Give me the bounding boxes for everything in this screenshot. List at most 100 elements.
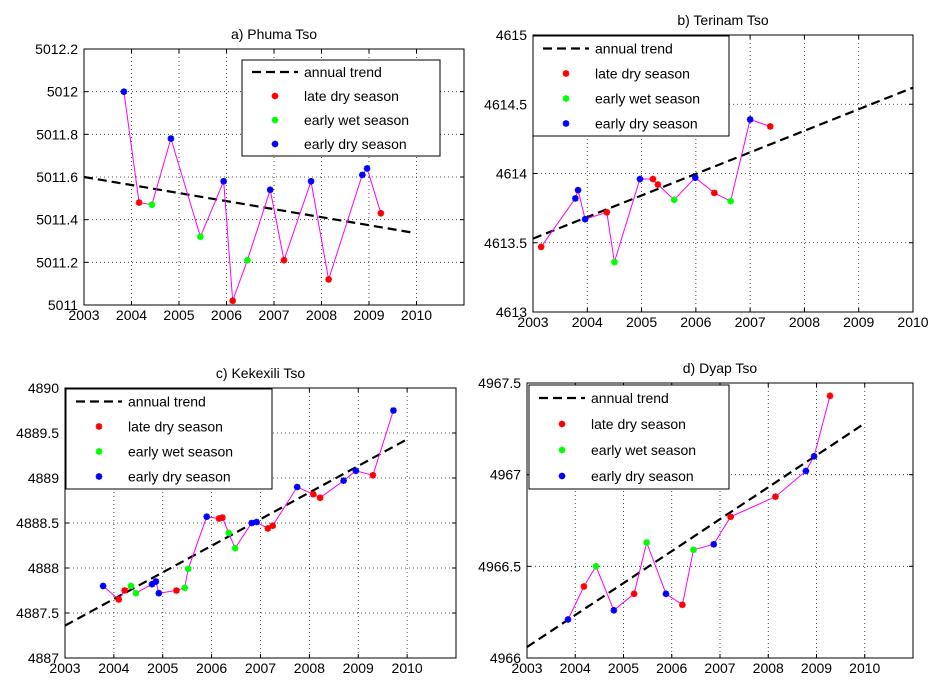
x-tick-label: 2003	[68, 307, 99, 323]
data-point	[266, 186, 274, 194]
data-point	[649, 175, 657, 183]
data-point	[203, 513, 211, 520]
x-tick-label: 2006	[211, 307, 242, 323]
legend-marker	[95, 423, 103, 430]
series-late-dry-season	[135, 199, 385, 305]
data-point	[826, 392, 834, 400]
x-tick-label: 2007	[258, 307, 289, 323]
data-point	[219, 514, 226, 521]
data-point	[630, 590, 638, 598]
data-point	[581, 215, 589, 223]
data-point	[309, 490, 317, 498]
data-point	[810, 453, 818, 460]
data-point	[377, 209, 385, 217]
legend-box	[65, 388, 273, 490]
data-point	[173, 587, 180, 594]
trend-line	[526, 422, 866, 648]
data-point	[711, 189, 718, 197]
data-point	[316, 494, 324, 502]
y-tick-label: 4614	[496, 166, 527, 182]
data-point	[184, 565, 192, 573]
x-tick-label: 2010	[401, 307, 432, 323]
series-early-wet-season	[127, 529, 239, 597]
y-tick-label: 5011	[48, 297, 78, 313]
series-late-dry-season	[537, 123, 774, 251]
x-tick-label: 2006	[196, 660, 227, 676]
x-tick-label: 2004	[560, 660, 591, 676]
legend-label: annual trend	[128, 394, 206, 410]
series-early-dry-season	[120, 88, 371, 194]
data-point	[231, 544, 239, 552]
x-tick-label: 2008	[294, 660, 325, 676]
y-tick-label: 4888.5	[16, 515, 59, 531]
legend-label: late dry season	[128, 419, 223, 435]
x-tick-label: 2003	[511, 660, 542, 676]
data-point	[121, 587, 128, 594]
x-tick-label: 2006	[680, 314, 711, 330]
x-tick-label: 2008	[753, 660, 784, 676]
data-point	[325, 276, 332, 283]
data-point	[636, 175, 644, 183]
data-point	[307, 177, 315, 185]
chart-panel-2: 2003 2004 2005 2006 2007 2008 2009 2010 4613 4613…	[484, 12, 929, 330]
legend: annual trend late dry season early wet sea…	[241, 59, 441, 157]
y-tick-label: 5011.6	[36, 169, 78, 185]
data-point	[662, 590, 670, 598]
data-point	[127, 582, 135, 590]
x-tick-label: 2004	[572, 314, 603, 330]
y-tick-label: 5011.4	[36, 212, 78, 228]
x-tick-label: 2005	[163, 307, 194, 323]
legend-marker	[558, 446, 566, 454]
x-tick-label: 2009	[343, 660, 374, 676]
data-point	[592, 563, 600, 570]
data-point	[679, 601, 686, 609]
legend-label: early dry season	[304, 136, 407, 152]
legend-label: early wet season	[304, 112, 409, 128]
series-early-wet-season	[148, 201, 251, 264]
series-early-wet-season	[592, 539, 697, 570]
data-point	[115, 596, 123, 603]
data-point	[727, 513, 734, 521]
legend-label: early dry season	[591, 468, 694, 484]
x-tick-label: 2009	[801, 660, 832, 676]
legend-label: late dry season	[591, 416, 686, 432]
legend-marker	[95, 473, 103, 480]
legend-marker	[271, 116, 279, 124]
x-tick-label: 2008	[789, 314, 820, 330]
data-point	[152, 578, 160, 585]
data-point	[802, 467, 810, 475]
data-point	[690, 546, 697, 554]
y-tick-label: 5011.8	[36, 126, 78, 142]
y-tick-label: 4614.5	[484, 96, 527, 112]
legend: annual trend late dry season early wet sea…	[532, 35, 730, 137]
y-tick-label: 4889	[28, 470, 59, 486]
data-point	[120, 88, 128, 95]
x-tick-label: 2008	[306, 307, 337, 323]
x-tick-label: 2005	[608, 660, 639, 676]
data-point	[654, 181, 662, 188]
data-point	[167, 135, 175, 142]
data-point	[181, 584, 189, 592]
legend-marker	[558, 420, 566, 428]
series-late-dry-season	[580, 392, 834, 609]
data-point	[574, 186, 582, 194]
legend: annual trend late dry season early wet sea…	[65, 388, 273, 490]
data-point	[269, 522, 277, 529]
x-tick-label: 2009	[353, 307, 384, 323]
data-point	[293, 483, 301, 491]
series-early-wet-season	[611, 196, 734, 266]
y-tick-label: 5012.2	[35, 41, 78, 57]
legend-label: early wet season	[591, 442, 696, 458]
legend-label: late dry season	[304, 88, 399, 104]
data-point	[155, 589, 163, 597]
y-tick-label: 4967	[490, 467, 521, 483]
series-early-dry-season	[572, 116, 754, 223]
legend-marker	[271, 92, 279, 100]
legend-marker	[562, 95, 570, 102]
legend-marker	[271, 140, 279, 148]
chart-title: b) Terinam Tso	[677, 12, 769, 28]
legend-label: early dry season	[128, 469, 231, 485]
x-tick-label: 2010	[897, 314, 928, 330]
y-tick-label: 4966.5	[478, 558, 521, 574]
